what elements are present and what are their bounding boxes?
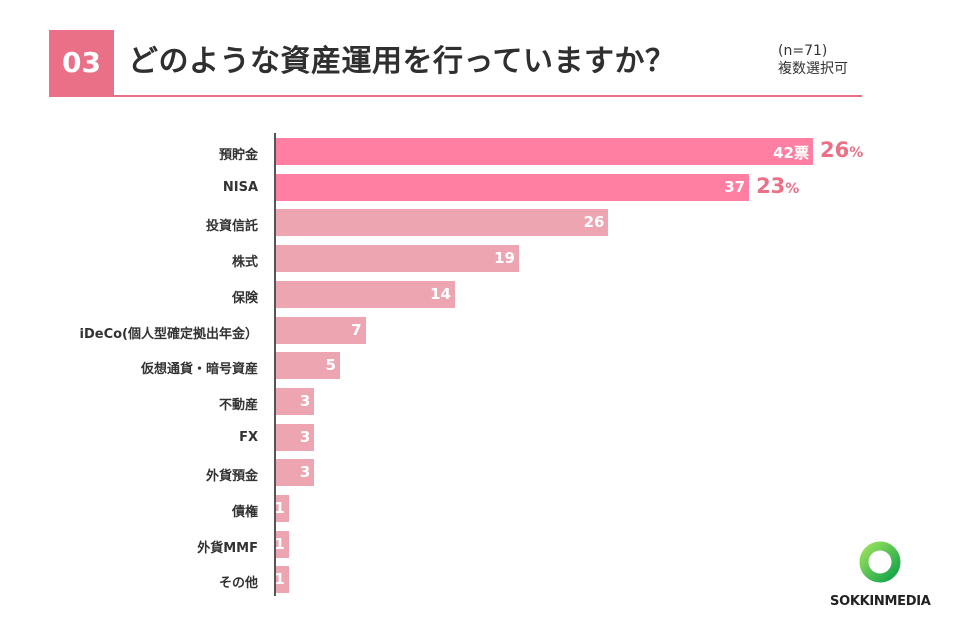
category-label: 株式 — [231, 255, 258, 271]
category-label: 預貯金 — [218, 148, 258, 163]
bar-value-label: 14 — [430, 284, 451, 303]
brand-name: SOKKINMEDIA — [830, 594, 931, 609]
question-number-badge: 03 — [49, 30, 114, 95]
bar — [276, 495, 289, 522]
percent-value: 23 — [756, 173, 786, 198]
category-label: 保険 — [231, 290, 258, 306]
category-label: 債権 — [231, 505, 258, 520]
category-label: 不動産 — [218, 397, 258, 413]
bar-value-label: 3 — [299, 391, 311, 410]
bar — [276, 316, 366, 344]
bar-value-label: 37 — [724, 177, 746, 196]
category-label: 仮想通貨・暗号資産 — [140, 362, 258, 378]
header-underline — [49, 95, 862, 97]
percent-unit: % — [849, 145, 864, 161]
bar-value-label: 1 — [274, 499, 285, 517]
bar — [276, 138, 813, 165]
bar-value-label: 1 — [274, 534, 285, 553]
bar — [276, 209, 609, 237]
multiple-choice-note: 複数選択可 — [778, 61, 848, 77]
bar — [276, 352, 340, 380]
brand-name-b: MEDIA — [884, 594, 931, 609]
category-label: 外貨MMF — [197, 540, 258, 556]
category-label: 外貨預金 — [205, 469, 258, 485]
bar-value-label: 5 — [325, 356, 336, 375]
bar-percent-label: 23% — [756, 174, 799, 198]
bar-percent-label: 26% — [820, 138, 863, 162]
y-axis-line — [274, 133, 276, 596]
bar-value-label: 42票 — [773, 144, 809, 162]
percent-unit: % — [785, 180, 800, 197]
category-label: FX — [239, 429, 258, 445]
bar-value-label: 3 — [299, 463, 311, 482]
bar — [276, 387, 315, 415]
bar — [276, 566, 289, 594]
bar — [276, 530, 289, 558]
logo-ring-icon — [859, 541, 901, 583]
question-meta: (n=71) 複数選択可 — [778, 42, 848, 78]
percent-value: 26 — [820, 138, 850, 162]
brand-name-a: SOKKIN — [830, 594, 885, 609]
category-label: iDeCo(個人型確定拠出年金） — [79, 326, 258, 342]
bar — [276, 423, 315, 451]
bar-value-label: 26 — [583, 213, 605, 232]
sample-size: (n=71) — [778, 43, 828, 59]
bar — [276, 173, 750, 201]
bar-value-label: 19 — [494, 249, 515, 268]
bar-value-label: 1 — [274, 570, 285, 589]
category-label: NISA — [222, 179, 258, 195]
category-label: 投資信託 — [205, 219, 258, 235]
bar — [276, 245, 519, 273]
category-label: その他 — [218, 576, 258, 592]
bar — [276, 280, 455, 308]
question-title: どのような資産運用を行っていますか？ — [128, 44, 676, 79]
brand-logo: SOKKINMEDIA — [830, 540, 931, 630]
bar — [276, 459, 315, 487]
bar-value-label: 3 — [299, 427, 311, 446]
question-number: 03 — [62, 46, 101, 79]
bar-value-label: 7 — [351, 320, 362, 339]
